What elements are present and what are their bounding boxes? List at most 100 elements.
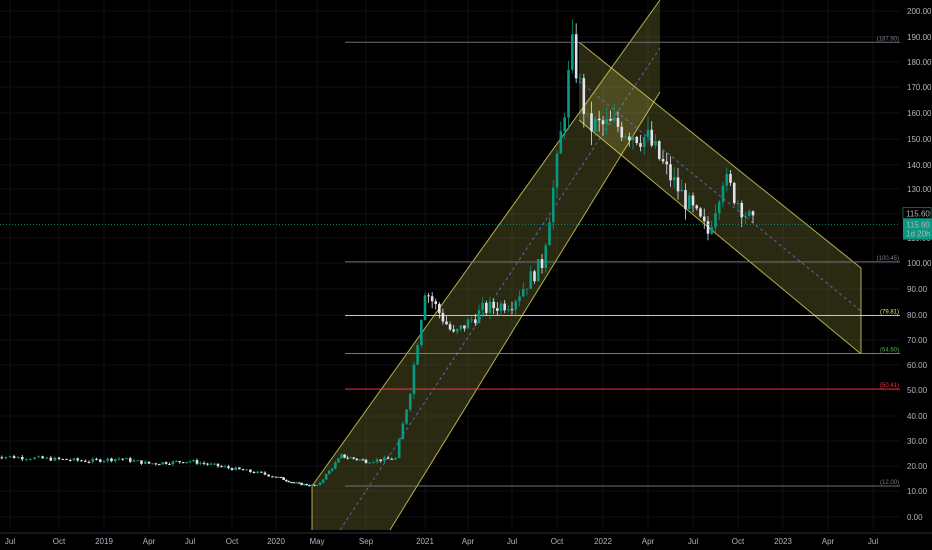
x-tick-label-8: Sep	[359, 537, 374, 546]
last-price-box	[903, 218, 932, 240]
level-label-1: (100.45)	[877, 256, 899, 262]
candle-body-145	[499, 303, 503, 311]
y-tick-label-18: 20.00	[907, 462, 928, 471]
time-axis[interactable]: Jul Oct 2019 Apr Jul Oct 2020 May Sep 2021 Apr Jul O…	[0, 532, 932, 546]
candle-body-94	[321, 479, 325, 483]
candle-body-48	[175, 461, 178, 463]
candle-body-126	[430, 296, 434, 302]
y-tick-label-20: 0.00	[907, 513, 923, 522]
candle-body-201	[710, 227, 714, 234]
candle-body-181	[635, 136, 639, 144]
candle-body-31	[113, 459, 117, 462]
candle-body-104	[352, 457, 356, 459]
candle-body-70	[252, 471, 256, 474]
candle-body-200	[706, 221, 710, 234]
y-tick-label-15: 50.00	[907, 386, 928, 395]
candle-body-51	[185, 461, 188, 464]
candle-body-60	[216, 463, 220, 467]
x-tick-label-10: Apr	[462, 537, 475, 546]
candle-body-144	[496, 308, 499, 311]
candle-body-25	[91, 458, 95, 462]
candle-body-176	[616, 117, 620, 127]
y-tick-label-2: 180.00	[907, 58, 932, 67]
candle-body-97	[331, 468, 334, 471]
candle-body-40	[147, 461, 151, 464]
candle-body-202	[714, 213, 717, 228]
candle-body-207	[732, 182, 736, 204]
candle-body-110	[372, 461, 375, 463]
candle-body-4	[8, 456, 12, 458]
candle-body-26	[95, 458, 98, 460]
candle-body-153	[529, 271, 533, 289]
candle-body-211	[747, 211, 751, 216]
candle-body-125	[427, 295, 430, 297]
candle-body-165	[574, 34, 578, 79]
candle-body-59	[213, 463, 216, 465]
candle-body-64	[230, 468, 234, 470]
candle-body-11	[37, 456, 40, 458]
candle-body-169	[590, 113, 593, 132]
candle-body-212	[751, 211, 755, 216]
candle-body-37	[136, 460, 140, 462]
y-tick-label-12: 80.00	[907, 311, 928, 320]
candle-body-33	[121, 458, 125, 460]
candle-body-41	[151, 463, 154, 465]
candle-body-3	[4, 456, 8, 459]
candle-body-61	[220, 466, 223, 468]
candle-body-28	[102, 460, 106, 462]
candle-body-196	[691, 195, 695, 206]
candle-body-182	[639, 143, 642, 147]
candle-body-158	[548, 222, 551, 246]
candle-body-148	[510, 309, 514, 311]
candle-body-134	[459, 325, 463, 329]
candle-body-65	[234, 467, 237, 470]
x-tick-label-15: Jul	[688, 537, 698, 546]
candle-body-86	[300, 482, 303, 486]
candle-body-42	[154, 463, 158, 465]
ascending-channel-lower	[389, 91, 661, 531]
y-tick-label-13: 70.00	[907, 336, 928, 345]
candle-body-99	[337, 458, 340, 463]
candle-body-5	[12, 456, 16, 459]
candle-body-53	[192, 460, 195, 462]
candle-body-118	[401, 423, 405, 440]
x-tick-label-5: Oct	[226, 537, 239, 546]
candle-body-172	[601, 120, 605, 125]
y-tick-label-17: 30.00	[907, 437, 928, 446]
last-price-text: 115.60	[906, 221, 930, 230]
candle-body-38	[140, 460, 143, 464]
candle-body-122	[416, 345, 419, 365]
candle-body-139	[477, 310, 481, 323]
candle-body-23	[83, 460, 87, 462]
candle-body-45	[164, 462, 168, 464]
x-tick-label-2: 2019	[95, 537, 113, 546]
candle-body-68	[245, 469, 248, 471]
candle-body-88	[305, 483, 309, 486]
candle-body-7	[20, 457, 24, 460]
candle-body-36	[132, 460, 136, 462]
candle-body-157	[544, 245, 548, 268]
candle-body-117	[397, 439, 401, 458]
descending-channel-fill	[579, 42, 861, 354]
candle-body-128	[438, 303, 441, 313]
price-axis[interactable]: 200.00 190.00 180.00 170.00 160.00 150.00 140.…	[907, 7, 932, 522]
candle-body-210	[744, 215, 747, 218]
y-tick-label-16: 40.00	[907, 412, 928, 421]
candle-body-130	[445, 321, 448, 325]
y-tick-label-10: 100.00	[907, 259, 932, 268]
candle-body-52	[188, 461, 192, 463]
candle-body-13	[45, 457, 49, 459]
candle-body-149	[514, 301, 518, 310]
candle-body-83	[292, 482, 296, 484]
candle-body-95	[324, 474, 328, 480]
descending-channel-median	[578, 80, 862, 312]
candle-body-183	[642, 137, 646, 147]
candle-body-151	[521, 289, 525, 297]
level-label-4: (50.41)	[880, 383, 899, 389]
candle-body-185	[650, 129, 654, 146]
candle-body-197	[695, 205, 699, 209]
level-label-2: (79.81)	[880, 309, 899, 315]
candle-body-43	[157, 464, 161, 466]
x-tick-label-14: Apr	[642, 537, 655, 546]
